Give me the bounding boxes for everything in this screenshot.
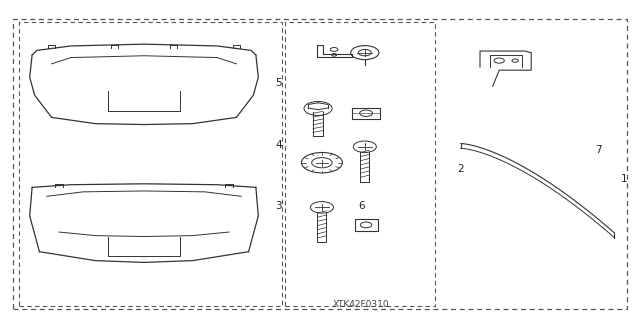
Text: 3: 3: [275, 201, 282, 211]
Text: 6: 6: [358, 201, 365, 211]
Text: XTK42F0310: XTK42F0310: [333, 300, 389, 309]
Text: 7: 7: [595, 145, 602, 155]
Text: 1: 1: [621, 174, 627, 184]
Text: 2: 2: [458, 164, 464, 174]
Text: 5: 5: [275, 78, 282, 88]
Text: 4: 4: [275, 140, 282, 150]
